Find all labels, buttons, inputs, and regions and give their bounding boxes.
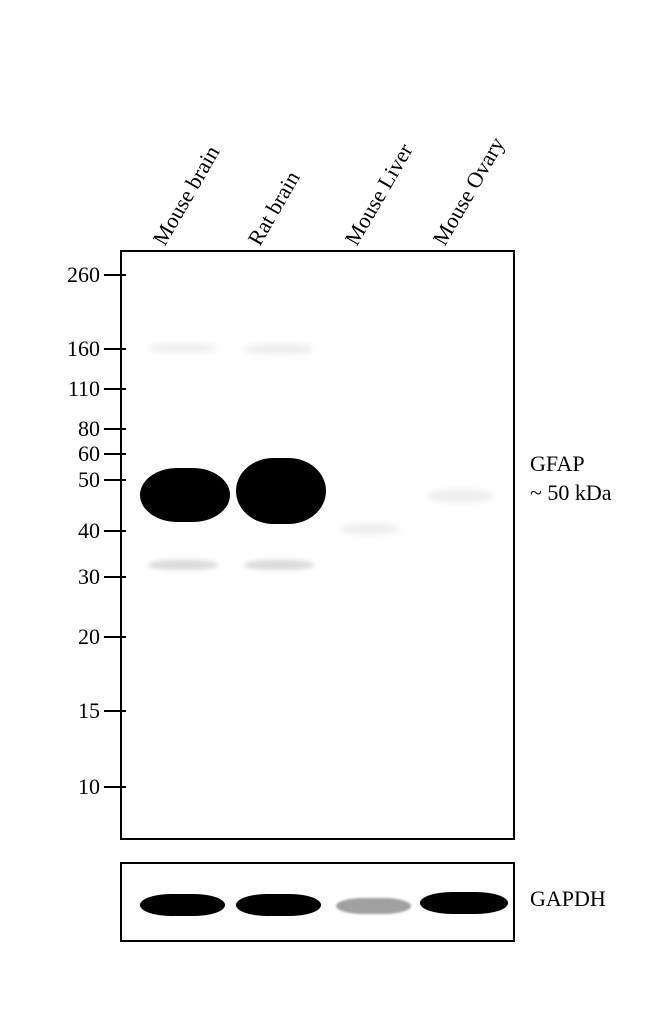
mw-label-30: 30 (56, 564, 100, 590)
mw-tick-50 (104, 479, 126, 481)
mw-label-260: 260 (56, 262, 100, 288)
mw-tick-10 (104, 786, 126, 788)
mw-tick-110 (104, 388, 126, 390)
target-protein-name: GFAP (530, 450, 612, 479)
band-lane2-gfap (236, 458, 326, 524)
band-lane3-faint (340, 524, 400, 534)
target-protein-label: GFAP ~ 50 kDa (530, 450, 612, 507)
mw-tick-30 (104, 576, 126, 578)
mw-label-10: 10 (56, 774, 100, 800)
band-lane1-gfap (140, 468, 230, 522)
mw-tick-40 (104, 530, 126, 532)
lane-label-3: Mouse Liver (339, 139, 418, 250)
mw-tick-80 (104, 428, 126, 430)
band-lane2-faint-lower (244, 560, 314, 570)
band-lane4-gapdh (420, 892, 508, 914)
band-lane1-gapdh (140, 894, 225, 916)
mw-label-160: 160 (56, 336, 100, 362)
lane-label-1: Mouse brain (147, 141, 225, 250)
mw-tick-160 (104, 348, 126, 350)
lane-label-4: Mouse Ovary (427, 133, 510, 250)
mw-tick-20 (104, 636, 126, 638)
mw-label-60: 60 (56, 441, 100, 467)
western-blot-figure: Mouse brain Rat brain Mouse Liver Mouse … (0, 0, 650, 1011)
mw-label-20: 20 (56, 624, 100, 650)
band-lane2-faint-upper (244, 344, 314, 354)
lane-label-3-text: Mouse Liver (339, 139, 417, 249)
mw-label-80: 80 (56, 416, 100, 442)
mw-label-50: 50 (56, 467, 100, 493)
lane-label-2: Rat brain (242, 167, 305, 250)
lane-label-4-text: Mouse Ovary (427, 133, 509, 250)
band-lane4-faint (428, 490, 493, 502)
lane-label-1-text: Mouse brain (147, 141, 224, 249)
mw-tick-15 (104, 710, 126, 712)
band-lane1-faint-lower (148, 560, 218, 570)
band-lane2-gapdh (236, 894, 321, 916)
loading-control-label: GAPDH (530, 886, 606, 912)
mw-tick-60 (104, 453, 126, 455)
lane-label-2-text: Rat brain (242, 167, 304, 250)
band-lane1-faint-upper (148, 344, 218, 352)
band-lane3-gapdh (336, 898, 411, 914)
mw-label-15: 15 (56, 698, 100, 724)
main-blot-box (120, 250, 515, 840)
mw-label-110: 110 (56, 376, 100, 402)
mw-tick-260 (104, 274, 126, 276)
mw-label-40: 40 (56, 518, 100, 544)
target-protein-mw: ~ 50 kDa (530, 479, 612, 508)
